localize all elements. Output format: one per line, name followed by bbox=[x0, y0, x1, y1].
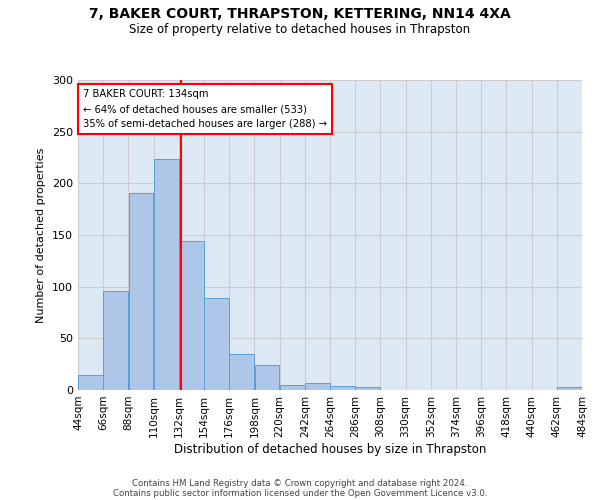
Bar bbox=[355, 387, 380, 390]
Bar bbox=[78, 374, 103, 390]
Bar bbox=[204, 298, 229, 390]
Text: Contains public sector information licensed under the Open Government Licence v3: Contains public sector information licen… bbox=[113, 489, 487, 498]
Bar bbox=[330, 386, 355, 390]
Bar bbox=[179, 241, 204, 390]
Bar bbox=[229, 354, 254, 390]
Bar bbox=[154, 158, 179, 390]
Text: 7, BAKER COURT, THRAPSTON, KETTERING, NN14 4XA: 7, BAKER COURT, THRAPSTON, KETTERING, NN… bbox=[89, 8, 511, 22]
Bar bbox=[103, 291, 128, 390]
Text: Size of property relative to detached houses in Thrapston: Size of property relative to detached ho… bbox=[130, 22, 470, 36]
Bar bbox=[557, 387, 582, 390]
Y-axis label: Number of detached properties: Number of detached properties bbox=[37, 148, 46, 322]
Bar bbox=[128, 192, 154, 390]
Bar bbox=[280, 385, 305, 390]
Text: 7 BAKER COURT: 134sqm
← 64% of detached houses are smaller (533)
35% of semi-det: 7 BAKER COURT: 134sqm ← 64% of detached … bbox=[83, 90, 326, 129]
Text: Contains HM Land Registry data © Crown copyright and database right 2024.: Contains HM Land Registry data © Crown c… bbox=[132, 479, 468, 488]
Bar bbox=[254, 365, 280, 390]
Bar bbox=[305, 383, 330, 390]
Text: Distribution of detached houses by size in Thrapston: Distribution of detached houses by size … bbox=[174, 442, 486, 456]
